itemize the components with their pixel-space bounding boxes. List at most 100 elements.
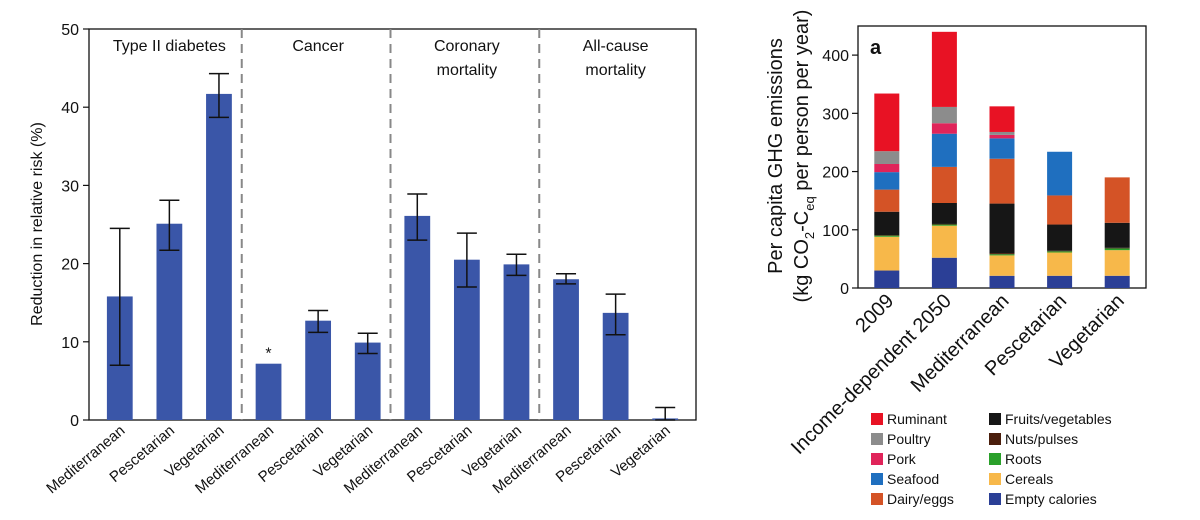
x-tick-label: Mediterranean xyxy=(43,422,128,497)
bar-segment xyxy=(874,189,900,212)
right-y-axis: 0 100 200 300 400 xyxy=(822,48,858,298)
bar-segment xyxy=(931,223,957,225)
bar-segment xyxy=(874,235,900,236)
bar-segment xyxy=(1104,275,1130,288)
bar-segment xyxy=(931,257,957,288)
bar xyxy=(305,320,332,420)
bar-segment xyxy=(989,275,1015,288)
legend-label: Nuts/pulses xyxy=(1005,431,1078,447)
bar-segment xyxy=(1104,250,1130,276)
legend-label: Poultry xyxy=(887,431,931,447)
bar-segment xyxy=(931,202,957,224)
bar-segment xyxy=(989,255,1015,276)
bar-segment xyxy=(1104,248,1130,251)
bar-segment xyxy=(874,235,900,237)
left-x-axis-labels: MediterraneanPescetarianVegetarianMedite… xyxy=(43,422,673,497)
panel-label: a xyxy=(870,37,882,59)
bar-segment xyxy=(874,236,900,271)
legend-swatch xyxy=(989,453,1001,465)
y-tick-label: 30 xyxy=(61,178,79,195)
bar xyxy=(553,279,579,420)
panel-titles: Type II diabetes Cancer Coronary mortality A… xyxy=(113,38,649,79)
bar-segment xyxy=(989,254,1015,256)
bar xyxy=(404,215,431,420)
left-y-axis-label: Reduction in relative risk (%) xyxy=(29,122,46,326)
bar-segment xyxy=(989,158,1015,204)
bar-segment xyxy=(931,166,957,203)
bar-segment xyxy=(1047,275,1073,288)
bar-segment xyxy=(874,270,900,288)
bar-segment xyxy=(874,211,900,236)
y-tick-label: 10 xyxy=(61,335,79,352)
panel-title: Cancer xyxy=(292,38,344,55)
bar xyxy=(156,223,183,420)
ylabel-prefix: (kg CO xyxy=(791,239,813,302)
bar-segment xyxy=(1104,222,1130,248)
bar-segment xyxy=(874,93,900,152)
bar-segment xyxy=(1047,251,1073,253)
legend-label: Ruminant xyxy=(887,411,947,427)
bar-segment xyxy=(989,203,1015,254)
legend-label: Roots xyxy=(1005,451,1042,467)
bar-segment xyxy=(874,172,900,190)
legend-label: Seafood xyxy=(887,471,939,487)
health-risk-chart: 0 10 20 30 40 50 Reduction in relative risk (… xyxy=(29,22,697,497)
left-bars: * xyxy=(106,72,679,421)
y-tick-label: 100 xyxy=(822,223,849,240)
legend: Ruminant Fruits/vegetables Poultry Nuts/pul… xyxy=(871,411,1112,507)
y-tick-label: 200 xyxy=(822,165,849,182)
y-tick-label: 40 xyxy=(61,100,79,117)
ylabel-sub-2: 2 xyxy=(802,232,817,239)
bar xyxy=(206,93,232,420)
bar-segment xyxy=(874,163,900,173)
bar-annotation: * xyxy=(265,346,271,363)
bar-segment xyxy=(931,31,957,107)
bar-segment xyxy=(989,253,1015,255)
panel-dividers xyxy=(240,29,541,420)
bar-segment xyxy=(1047,250,1073,252)
bar-segment xyxy=(989,138,1015,159)
legend-swatch xyxy=(989,493,1001,505)
bar-segment xyxy=(874,151,900,164)
bar-segment xyxy=(1104,177,1130,223)
y-tick-label: 300 xyxy=(822,106,849,123)
y-tick-label: 0 xyxy=(70,413,79,430)
right-y-axis-label-line2: (kg CO2-Ceq per person per year) xyxy=(791,10,817,303)
legend-swatch xyxy=(989,413,1001,425)
bar-segment xyxy=(931,106,957,124)
legend-label: Cereals xyxy=(1005,471,1053,487)
y-tick-label: 20 xyxy=(61,257,79,274)
legend-label: Pork xyxy=(887,451,917,467)
y-tick-label: 0 xyxy=(840,281,849,298)
bar xyxy=(354,342,381,420)
legend-swatch xyxy=(871,453,883,465)
left-y-axis: 0 10 20 30 40 50 xyxy=(61,22,89,430)
bar-segment xyxy=(931,133,957,167)
ylabel-sub-eq: eq xyxy=(802,196,817,210)
legend-label: Fruits/vegetables xyxy=(1005,411,1112,427)
right-stacked-bars xyxy=(874,31,1130,288)
legend-swatch xyxy=(871,473,883,485)
ylabel-mid: -C xyxy=(791,211,813,232)
bar-segment xyxy=(989,131,1015,135)
ghg-emissions-chart: Per capita GHG emissions (kg CO2-Ceq per… xyxy=(765,10,1147,507)
ylabel-suffix: per person per year) xyxy=(791,10,813,197)
legend-swatch xyxy=(871,433,883,445)
x-tick-label: 2009 xyxy=(851,290,898,337)
bar-segment xyxy=(1047,151,1073,196)
legend-swatch xyxy=(989,473,1001,485)
legend-label: Empty calories xyxy=(1005,491,1097,507)
bar-segment xyxy=(1104,247,1130,249)
bar-segment xyxy=(931,123,957,134)
panel-title: mortality xyxy=(585,62,645,79)
left-plot-frame xyxy=(88,28,697,421)
panel-title: All-cause xyxy=(583,38,649,55)
bar-segment xyxy=(1047,195,1073,225)
panel-title: Type II diabetes xyxy=(113,38,226,55)
legend-swatch xyxy=(989,433,1001,445)
bar xyxy=(503,264,530,420)
y-tick-label: 50 xyxy=(61,22,79,39)
legend-label: Dairy/eggs xyxy=(887,491,954,507)
panel-title: Coronary xyxy=(434,38,500,55)
